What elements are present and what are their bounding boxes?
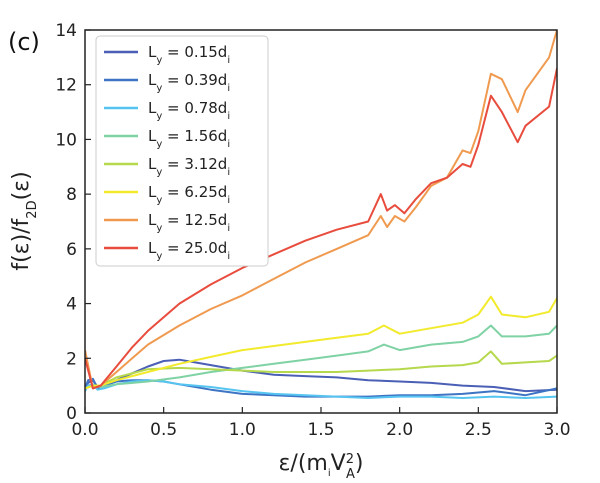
y-tick-label: 14 [55, 21, 77, 41]
x-tick-label: 1.5 [307, 420, 334, 440]
x-tick-label: 0.0 [71, 420, 98, 440]
legend-label-6: Ly = 6.25di [148, 183, 230, 206]
legend-label-5: Ly = 3.12di [148, 155, 230, 178]
x-tick-label: 2.0 [386, 420, 413, 440]
legend-label-1: Ly = 0.15di [148, 43, 230, 66]
legend-label-8: Ly = 25.0di [148, 239, 230, 262]
y-tick-label: 4 [66, 295, 77, 315]
legend-label-7: Ly = 12.5di [148, 211, 230, 234]
x-tick-label: 3.0 [543, 420, 570, 440]
y-tick-label: 6 [66, 240, 77, 260]
y-axis: 0 2 4 6 8 10 12 14 [55, 21, 91, 424]
series-line-5 [85, 350, 557, 390]
x-axis: 0.0 0.5 1.0 1.5 2.0 2.5 3.0 [71, 407, 571, 440]
series-line-1 [85, 358, 557, 393]
series-line-4 [85, 324, 557, 390]
series-line-7 [85, 30, 557, 390]
legend: Ly = 0.15di Ly = 0.39di Ly = 0.78di Ly = 1.… [95, 35, 269, 267]
legend-label-2: Ly = 0.39di [148, 71, 230, 94]
legend-label-4: Ly = 1.56di [148, 127, 230, 150]
y-tick-label: 10 [55, 130, 77, 150]
x-tick-label: 2.5 [465, 420, 492, 440]
y-axis-label: f(ε)/f2D(ε) [9, 171, 40, 270]
x-axis-label: ε/(miV2 A) [279, 451, 364, 482]
series-line-8 [85, 68, 557, 390]
x-tick-label: 0.5 [150, 420, 177, 440]
series-layer [85, 30, 557, 399]
y-tick-label: 2 [66, 349, 77, 369]
legend-label-3: Ly = 0.78di [148, 99, 230, 122]
series-line-3 [85, 379, 557, 399]
panel-label: (c) [8, 28, 40, 56]
y-tick-label: 12 [55, 76, 77, 96]
y-tick-label: 8 [66, 185, 77, 205]
x-tick-label: 1.0 [229, 420, 256, 440]
y-tick-label: 0 [66, 404, 77, 424]
legend-box [95, 35, 269, 267]
series-line-6 [85, 295, 557, 390]
